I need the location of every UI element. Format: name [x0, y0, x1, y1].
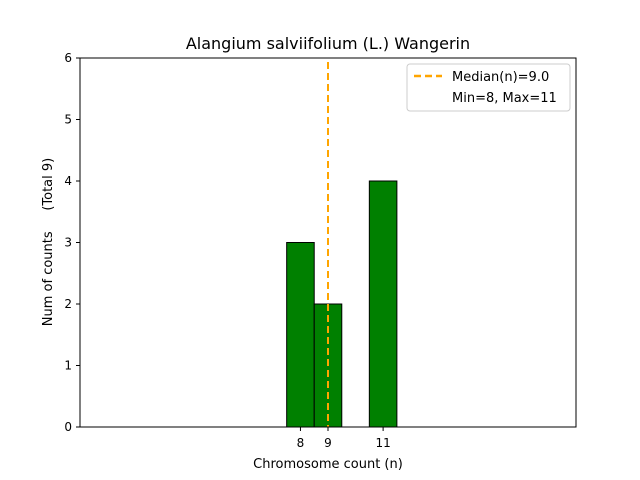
plot-area: 8 9 11 0 1 2 3 4 5 6: [64, 51, 577, 450]
legend-range-label: Min=8, Max=11: [452, 91, 557, 106]
y-tick-label: 5: [64, 113, 72, 127]
bar-8: [286, 242, 315, 428]
x-axis-label: Chromosome count (n): [253, 457, 403, 472]
y-tick-label: 0: [64, 420, 72, 434]
x-tick-label: 9: [324, 436, 332, 450]
y-tick-label: 3: [64, 236, 72, 250]
chart-title: Alangium salviifolium (L.) Wangerin: [186, 34, 470, 53]
y-tick-label: 2: [64, 297, 72, 311]
legend-median-label: Median(n)=9.0: [452, 70, 549, 85]
y-axis-label: Num of counts (Total 9): [41, 158, 56, 326]
x-ticks: 8 9 11: [297, 427, 391, 450]
bar-11: [368, 180, 398, 428]
y-tick-label: 1: [64, 359, 72, 373]
x-tick-label: 8: [297, 436, 305, 450]
y-tick-label: 6: [64, 51, 72, 65]
legend: Median(n)=9.0 Min=8, Max=11: [406, 63, 571, 112]
x-tick-label: 11: [375, 436, 390, 450]
legend-box: [406, 63, 571, 112]
y-tick-label: 4: [64, 174, 72, 188]
y-ticks: 0 1 2 3 4 5 6: [64, 51, 80, 434]
